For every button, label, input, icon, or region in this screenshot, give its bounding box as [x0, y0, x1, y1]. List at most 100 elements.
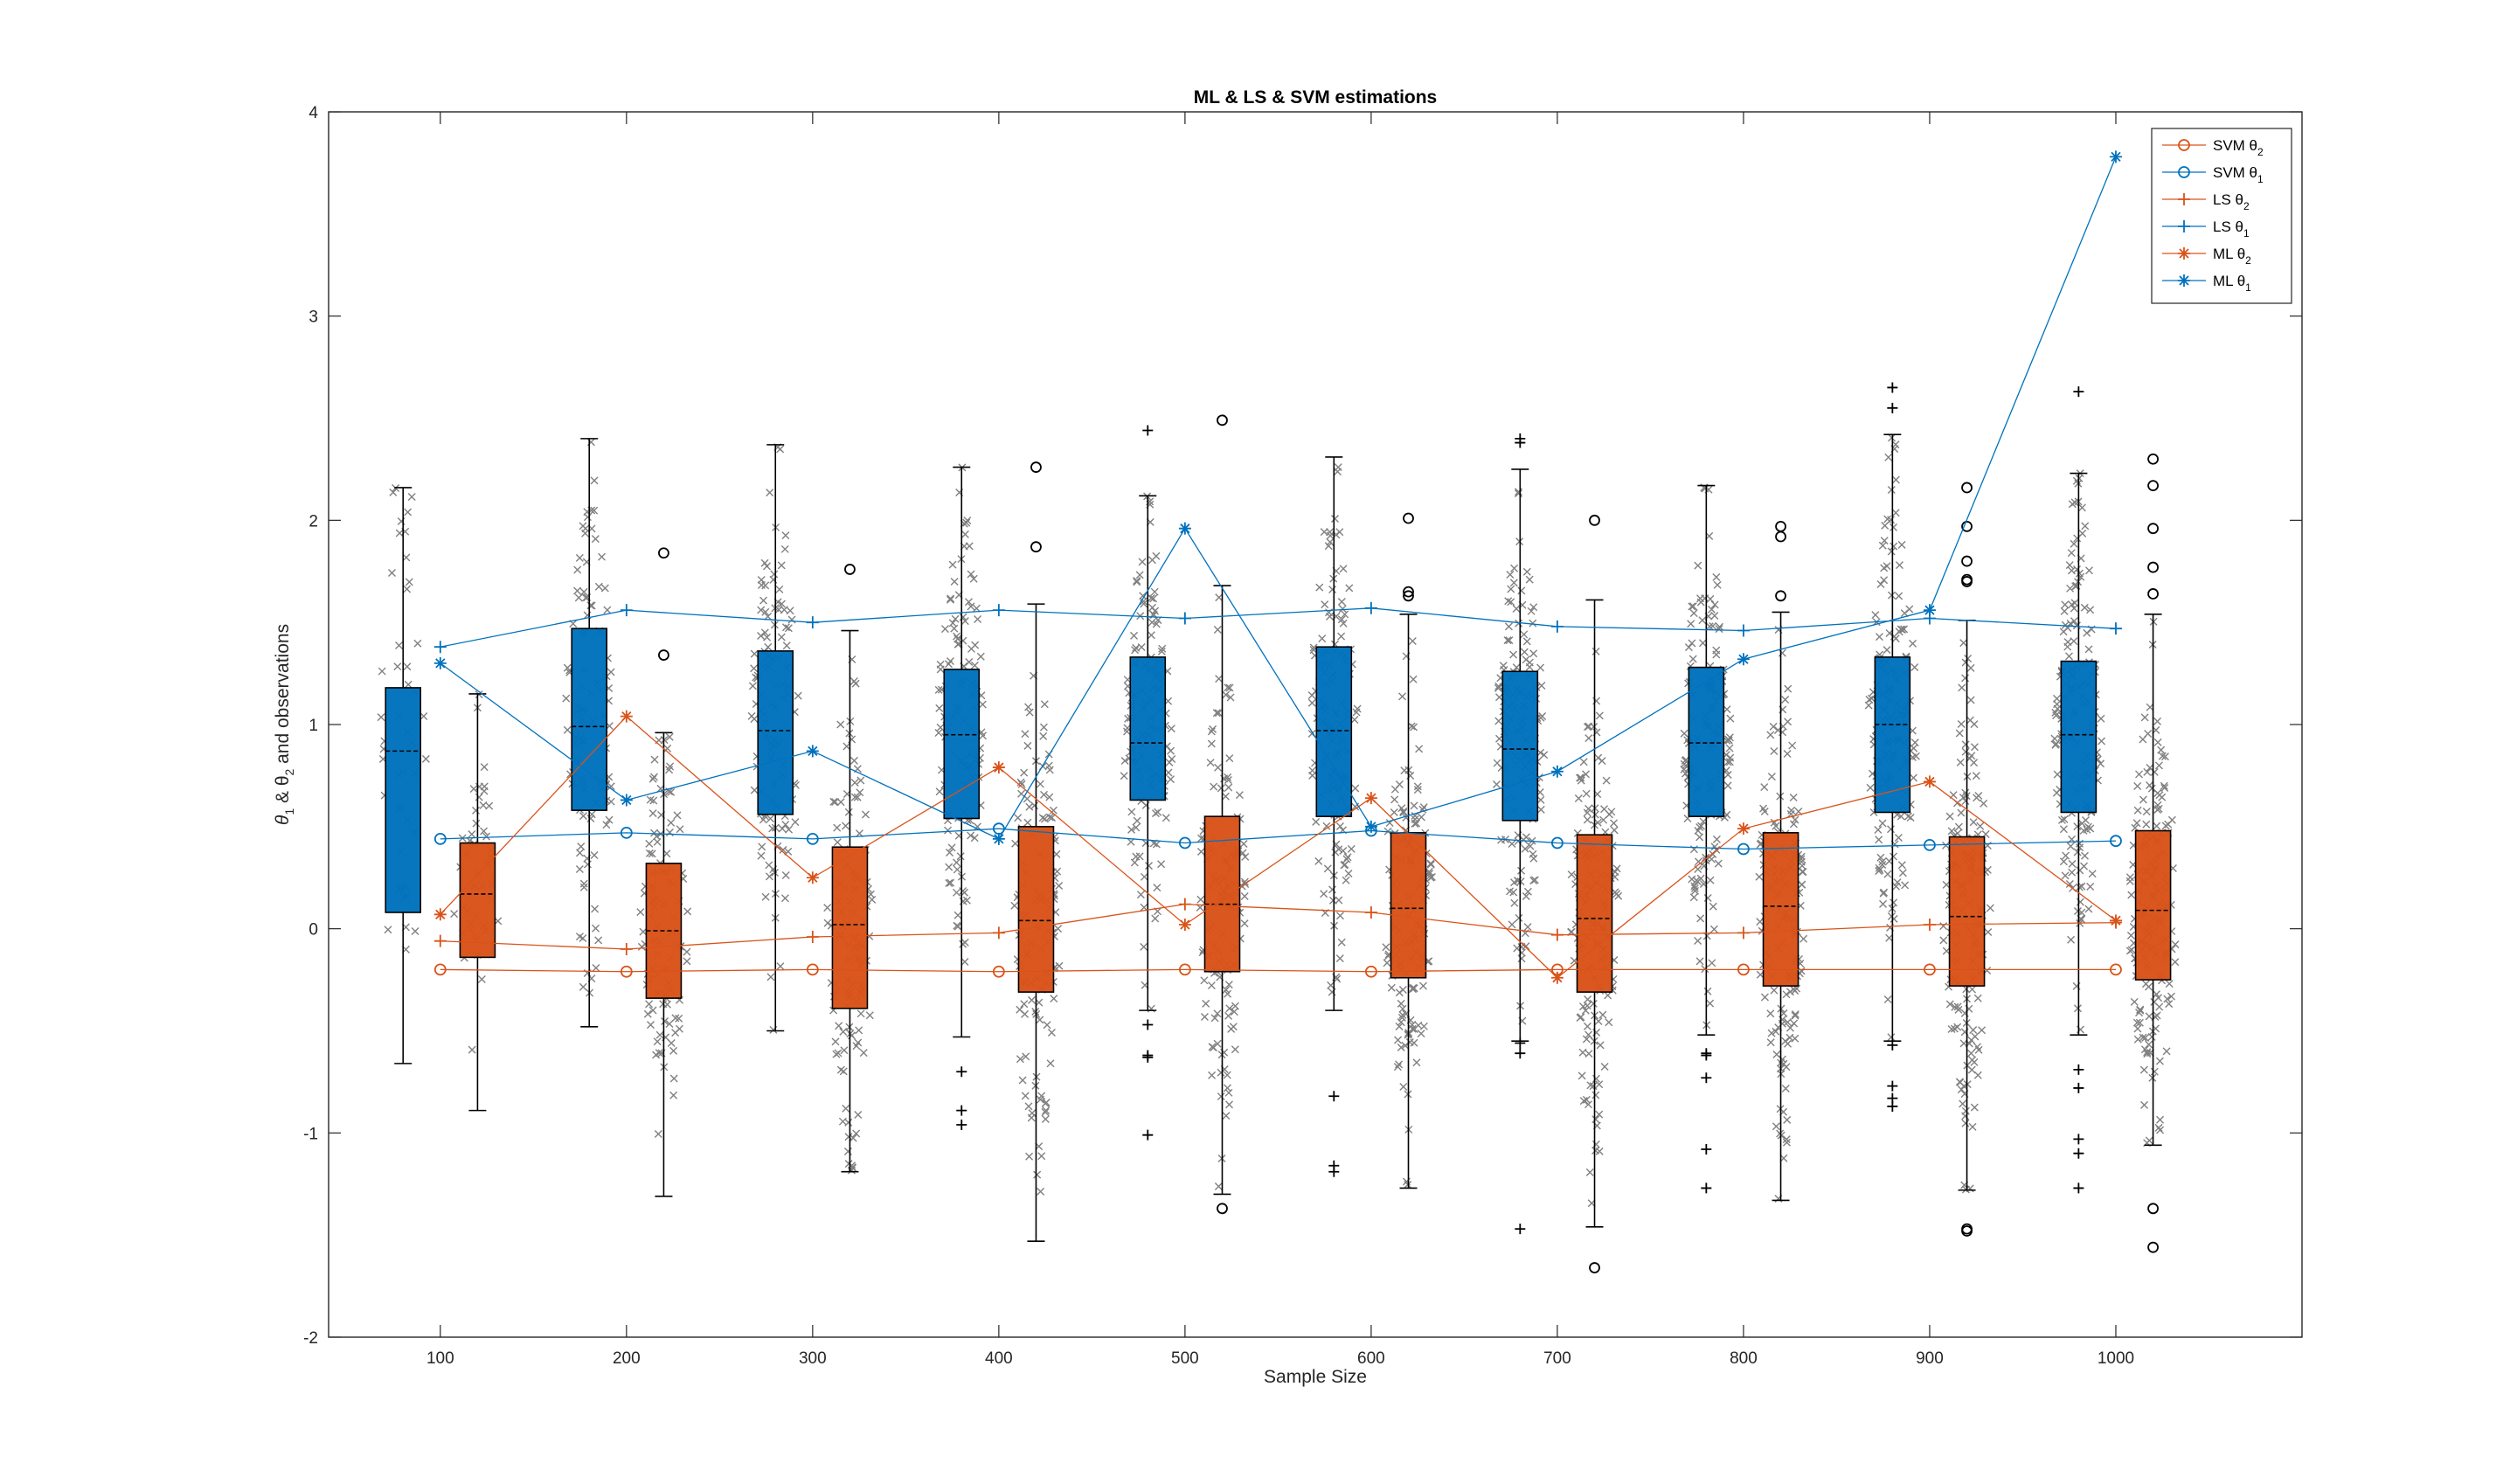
observation-point [2062, 851, 2070, 860]
observation-point [2126, 931, 2135, 940]
observation-point [1591, 647, 1600, 655]
series-4[interactable] [433, 710, 2122, 984]
observation-point [2068, 500, 2077, 509]
observation-point [1947, 1025, 1956, 1034]
observation-point [605, 815, 614, 824]
box-theta2-720[interactable] [1576, 514, 1613, 1273]
box-theta1-580[interactable] [1315, 456, 1353, 1177]
observation-point [1137, 643, 1146, 652]
observation-point [1868, 694, 1876, 703]
outlier-plus [1887, 1080, 1898, 1092]
observation-point [1712, 835, 1721, 843]
box-theta1-480[interactable] [1129, 425, 1167, 1141]
observation-point [784, 624, 793, 633]
observation-point [1041, 1115, 1050, 1124]
box-theta2-320[interactable] [831, 564, 869, 1173]
observation-point [836, 1065, 845, 1074]
observation-point [1020, 1000, 1029, 1009]
observation-point [1215, 675, 1224, 683]
observation-point [1328, 896, 1337, 905]
observation-point [766, 815, 775, 823]
observation-point [2125, 873, 2134, 882]
observation-point [1339, 847, 1348, 855]
observation-point [1577, 776, 1585, 785]
observation-point [2086, 883, 2095, 891]
y-tick-label: 0 [309, 921, 318, 940]
observation-point [1412, 1058, 1421, 1067]
observation-point [967, 602, 975, 611]
observation-point [1340, 861, 1349, 870]
observation-point [1760, 993, 1769, 1002]
observation-point [2068, 859, 2077, 868]
observation-point [2153, 738, 2162, 746]
observation-point [1959, 1099, 1967, 1108]
observation-point [1315, 583, 1324, 592]
box-theta2-220[interactable] [645, 547, 683, 1197]
box-theta1-280[interactable] [757, 444, 794, 1032]
observation-point [1712, 572, 1721, 581]
series-point [620, 604, 633, 617]
observation-point [844, 1133, 853, 1141]
legend-item-0[interactable]: SVM θ2 [2162, 137, 2264, 158]
observation-point [1579, 758, 1588, 766]
observation-point [579, 883, 588, 891]
observation-point [1046, 1059, 1055, 1068]
series-3[interactable] [433, 601, 2122, 654]
box-theta1-380[interactable] [943, 466, 981, 1130]
series-5[interactable] [433, 150, 2122, 845]
legend[interactable]: SVM θ2 SVM θ1 LS θ2 LS θ1 ML θ2 ML θ1 [2151, 128, 2292, 304]
box-theta2-420[interactable] [1017, 461, 1055, 1242]
legend-item-1[interactable]: SVM θ1 [2162, 164, 2264, 185]
observation-point [1050, 995, 1058, 1003]
series-0[interactable] [433, 963, 2122, 978]
box-theta2-520[interactable] [1203, 414, 1241, 1215]
box-theta2-1020[interactable] [2134, 453, 2172, 1253]
outlier-plus [1515, 437, 1526, 448]
observation-point [1055, 882, 1064, 891]
legend-item-5[interactable]: ML θ1 [2162, 273, 2251, 294]
observation-point [1225, 754, 1234, 763]
observation-point [1966, 716, 1974, 725]
box-theta1-680[interactable] [1501, 433, 1539, 1235]
observation-point [469, 785, 478, 794]
observation-point [1610, 826, 1619, 835]
observation-point [842, 742, 851, 751]
box-theta1-180[interactable] [571, 438, 608, 1028]
legend-item-3[interactable]: LS θ1 [2162, 218, 2250, 239]
observation-point [1507, 585, 1515, 593]
observation-point [395, 641, 404, 650]
series-point [2109, 150, 2122, 163]
observation-point [1954, 1005, 1963, 1014]
observation-point [2084, 905, 2093, 913]
observation-point [1154, 616, 1162, 625]
observation-point [1167, 725, 1175, 733]
observation-point [842, 822, 850, 830]
observation-point [1217, 1092, 1225, 1101]
outlier-circle [1775, 590, 1786, 602]
box-theta2-620[interactable] [1390, 512, 1427, 1189]
observation-point [1148, 618, 1156, 627]
x-tick-label: 900 [1916, 1349, 1944, 1368]
box-theta1-780[interactable] [1688, 484, 1725, 1194]
observation-point [2052, 788, 2061, 797]
observation-point [1222, 690, 1231, 699]
observation-point [2066, 842, 2075, 850]
legend-item-4[interactable]: ML θ2 [2162, 246, 2251, 267]
box-theta1-880[interactable] [1874, 382, 1911, 1112]
y-axis-label: θ1 & θ2 and observations [273, 624, 296, 825]
observation-point [1797, 855, 1806, 863]
series-point [1364, 601, 1377, 614]
observation-point [1876, 866, 1884, 874]
plot-area: 100 200 300 400 500 600 700 800 900 1000 -2 -1 0 1 2 3 4 [303, 104, 2303, 1368]
y-tick-label: 3 [309, 309, 318, 327]
observation-point [1973, 1043, 1982, 1051]
box-theta2-920[interactable] [1948, 482, 1986, 1237]
box-theta1-80[interactable] [385, 487, 422, 1064]
series-line [440, 715, 2117, 979]
legend-item-2[interactable]: LS θ2 [2162, 191, 2250, 212]
observation-point [1767, 1029, 1776, 1037]
box-theta1-980[interactable] [2060, 386, 2098, 1194]
legend-label: SVM θ2 [2213, 137, 2264, 158]
observation-point [1797, 852, 1806, 861]
observation-point [1202, 999, 1210, 1008]
